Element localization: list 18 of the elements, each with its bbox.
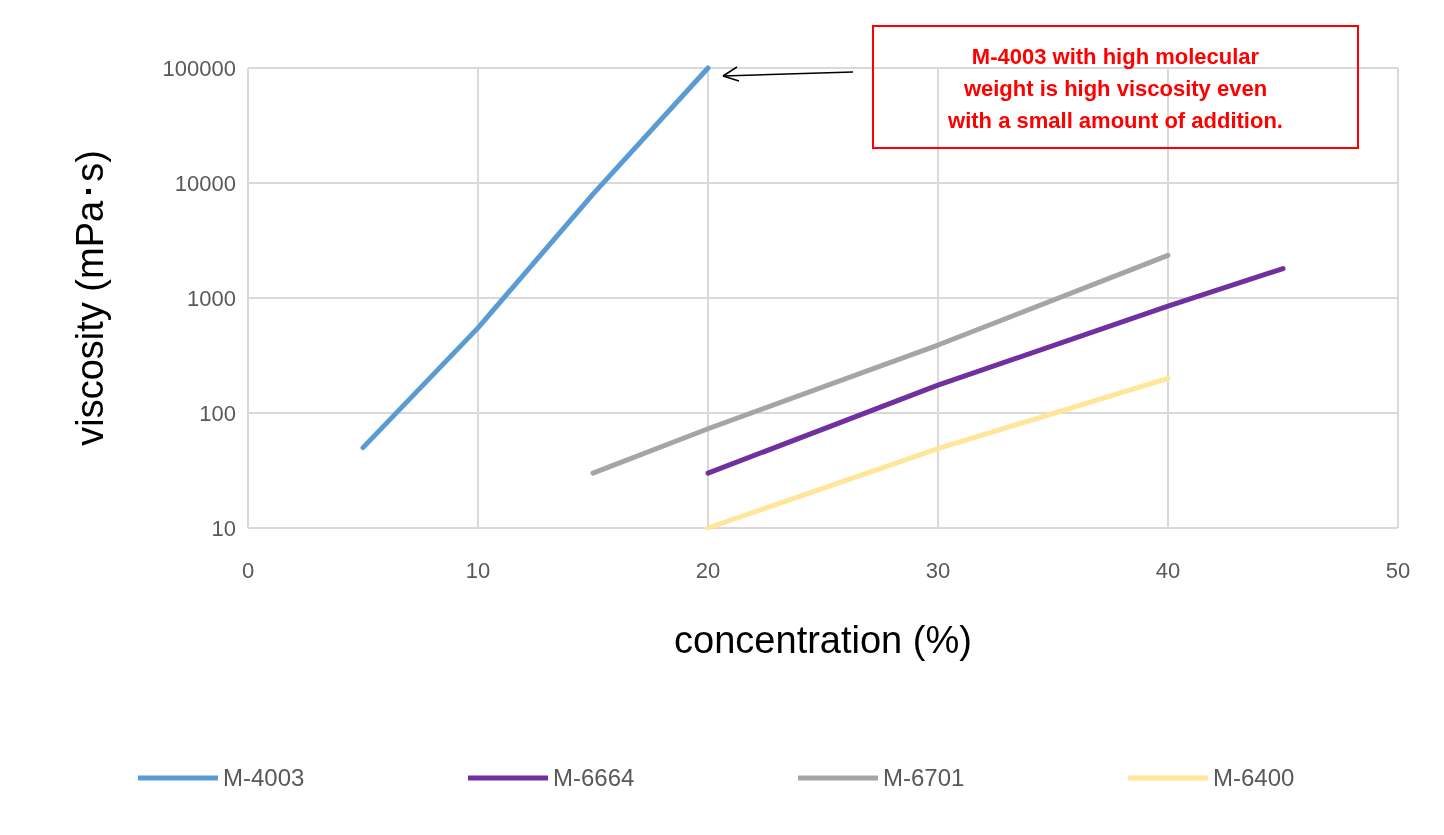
legend-label: M-6701 bbox=[883, 764, 965, 791]
legend-label: M-6664 bbox=[553, 764, 635, 791]
y-axis-title: viscosity (mPa･s) bbox=[69, 150, 111, 446]
y-tick-label: 100000 bbox=[162, 56, 236, 81]
y-tick-label: 1000 bbox=[187, 286, 236, 311]
x-tick-label: 0 bbox=[241, 558, 255, 583]
legend-label: M-4003 bbox=[223, 764, 305, 791]
x-tick-label: 40 bbox=[1155, 558, 1181, 583]
x-tick-label: 50 bbox=[1385, 558, 1411, 583]
legend-label: M-6400 bbox=[1213, 764, 1295, 791]
annotation: M-4003 with high molecular weight is high viscosity even with a small amount of addition. bbox=[947, 44, 1283, 133]
x-tick-label: 10 bbox=[465, 558, 491, 583]
y-tick-label: 10000 bbox=[174, 171, 236, 196]
y-tick-label: 10 bbox=[211, 516, 236, 541]
y-tick-label: 100 bbox=[199, 401, 236, 426]
x-tick-label: 30 bbox=[925, 558, 951, 583]
x-tick-label: 20 bbox=[695, 558, 721, 583]
x-axis-title: concentration (%) bbox=[674, 619, 972, 661]
